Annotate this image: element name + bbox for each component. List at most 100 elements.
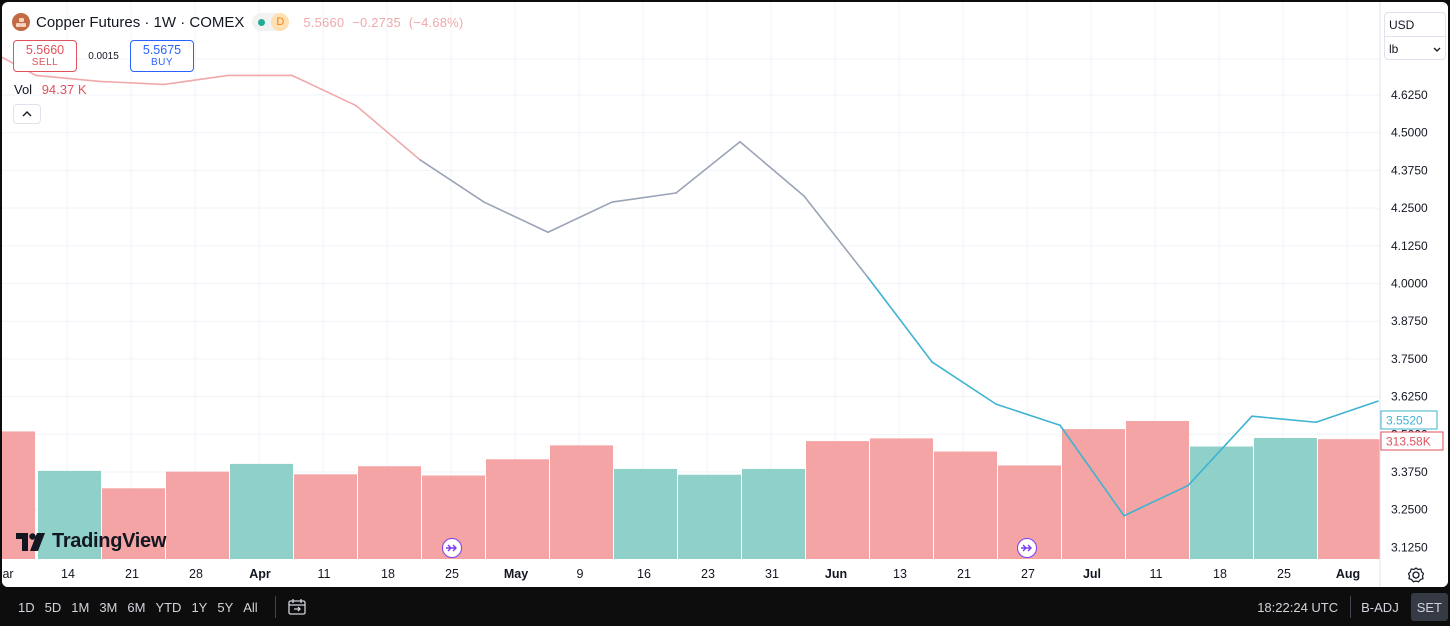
toolbar-divider	[274, 596, 276, 618]
volume-bar	[870, 438, 933, 559]
volume-legend[interactable]: Vol 94.37 K	[14, 82, 87, 97]
time-axis-tick-label: 16	[637, 567, 651, 581]
price-chart[interactable]: 4.6250 4.5000 4.3750 4.2500 4.1250 4.0000 3.87…	[2, 2, 1448, 587]
market-status-pill[interactable]: D	[252, 13, 290, 31]
volume-value: 94.37 K	[41, 82, 87, 97]
chart-panel[interactable]: 4.6250 4.5000 4.3750 4.2500 4.1250 4.0000 3.87…	[2, 2, 1448, 587]
time-axis-tick-label: 25	[1277, 567, 1291, 581]
price-axis-tick-label: 4.3750	[1391, 163, 1428, 177]
back-adjust-toggle[interactable]: B-ADJ	[1361, 599, 1399, 615]
chevron-down-icon	[1433, 47, 1441, 52]
unit-dropdown[interactable]: lb	[1385, 37, 1445, 61]
price-axis-tick-label: 3.2500	[1391, 503, 1428, 517]
volume-bar	[934, 451, 997, 559]
last-price-tag[interactable]: 3.5520	[1380, 410, 1438, 430]
range-button-1y[interactable]: 1Y	[191, 599, 208, 615]
time-axis-tick-label: 31	[765, 567, 779, 581]
volume-bar	[806, 441, 869, 559]
range-button-3m[interactable]: 3M	[99, 599, 118, 615]
bottom-right-controls: 18:22:24 UTC B-ADJ SET	[1257, 588, 1450, 626]
range-button-5y[interactable]: 5Y	[217, 599, 234, 615]
price-line-segment	[483, 201, 549, 234]
buy-label: BUY	[150, 57, 174, 68]
time-axis-background[interactable]	[2, 560, 1380, 587]
time-axis-tick-label: May	[504, 567, 528, 581]
price-line-segment	[419, 159, 485, 203]
price-axis-background[interactable]	[1380, 2, 1448, 587]
price-line-segment	[867, 276, 933, 363]
volume-bar	[230, 463, 293, 559]
arrow-right-event-icon	[1021, 544, 1032, 552]
price-line-segment	[1187, 415, 1253, 487]
price-line-segment	[739, 140, 805, 197]
time-axis-tick-label: 21	[957, 567, 971, 581]
volume-bar	[166, 471, 229, 559]
price-axis-tick-label: 3.8750	[1391, 314, 1428, 328]
price-line-segment	[1251, 415, 1317, 424]
sell-price: 5.5660	[25, 43, 65, 57]
time-axis-tick-label: Jul	[1083, 567, 1101, 581]
chevron-up-icon	[22, 111, 32, 117]
buy-button[interactable]: 5.5675 BUY	[130, 40, 194, 72]
price-line-segment	[611, 192, 677, 203]
symbol-title[interactable]: Copper Futures · 1W · COMEX	[36, 13, 245, 31]
price-axis-tick-label: 4.1250	[1391, 239, 1428, 253]
price-line-segment	[1123, 484, 1189, 517]
price-line-segment	[163, 74, 229, 86]
collapse-legend-button[interactable]	[13, 104, 41, 124]
data-badge: D	[271, 13, 290, 31]
buy-price: 5.5675	[142, 43, 182, 57]
last-volume-tag[interactable]: 313.58K	[1380, 431, 1444, 451]
range-button-6m[interactable]: 6M	[127, 599, 146, 615]
price-axis-tick-label: 4.0000	[1391, 277, 1428, 291]
price-axis-tick-label: 3.3750	[1391, 465, 1428, 479]
last-volume-tag-box	[1380, 431, 1444, 451]
time-axis-tick-label: Aug	[1336, 567, 1360, 581]
price-line-segment	[675, 140, 741, 194]
price-line-segment	[995, 403, 1061, 427]
range-button-1m[interactable]: 1M	[71, 599, 90, 615]
spread-value: 0.0015	[88, 50, 119, 62]
volume-label: Vol	[14, 82, 33, 97]
range-button-all[interactable]: All	[243, 599, 258, 615]
price-line-segment	[1059, 424, 1125, 517]
symbol-legend: Copper Futures · 1W · COMEX D 5.5660 −0.…	[12, 12, 467, 32]
price-axis-tick-label: 3.6250	[1391, 390, 1428, 404]
time-axis-tick-label: ar	[2, 567, 13, 581]
price-line-segment	[931, 361, 997, 405]
price-axis-tick-label: 3.1250	[1391, 540, 1428, 554]
tradingview-mark-icon	[16, 532, 45, 551]
unit-value: lb	[1389, 42, 1399, 56]
last-price: 5.5660	[303, 14, 345, 30]
event-badge-icon[interactable]	[442, 538, 462, 558]
sell-button[interactable]: 5.5660 SELL	[13, 40, 77, 72]
event-badge-icon[interactable]	[1017, 538, 1037, 558]
copper-futures-icon[interactable]	[12, 13, 30, 31]
volume-bar	[358, 466, 421, 559]
price-axis-tick-label: 4.6250	[1391, 88, 1428, 102]
volume-bar	[1318, 439, 1381, 559]
currency-dropdown[interactable]: USD	[1385, 13, 1445, 37]
time-axis-tick-label: 18	[381, 567, 395, 581]
range-button-ytd[interactable]: YTD	[155, 599, 182, 615]
chart-settings-gear-icon[interactable]	[1406, 565, 1426, 585]
time-axis-tick-label: 9	[577, 567, 584, 581]
calendar-goto-icon[interactable]	[284, 594, 310, 620]
price-line-segment	[291, 74, 357, 107]
currency-unit-selector: USD lb	[1384, 12, 1446, 60]
currency-value: USD	[1389, 17, 1415, 32]
logo-text: TradingView	[52, 530, 167, 552]
range-button-1d[interactable]: 1D	[18, 599, 35, 615]
session-toggle[interactable]: SET	[1410, 593, 1448, 621]
time-axis-tick-label: 28	[189, 567, 203, 581]
tradingview-logo[interactable]: TradingView	[16, 530, 166, 553]
time-axis-tick-label: 14	[61, 567, 75, 581]
time-axis-tick-label: 27	[1021, 567, 1035, 581]
toolbar-divider	[1350, 596, 1352, 618]
time-axis-tick-label: 11	[318, 567, 331, 581]
bottom-toolbar: 1D 5D 1M 3M 6M YTD 1Y 5Y All 18:22:24 UTC B-ADJ …	[0, 588, 1450, 626]
utc-clock[interactable]: 18:22:24 UTC	[1257, 599, 1339, 615]
range-button-5d[interactable]: 5D	[44, 599, 62, 615]
price-line-segment	[547, 201, 613, 234]
